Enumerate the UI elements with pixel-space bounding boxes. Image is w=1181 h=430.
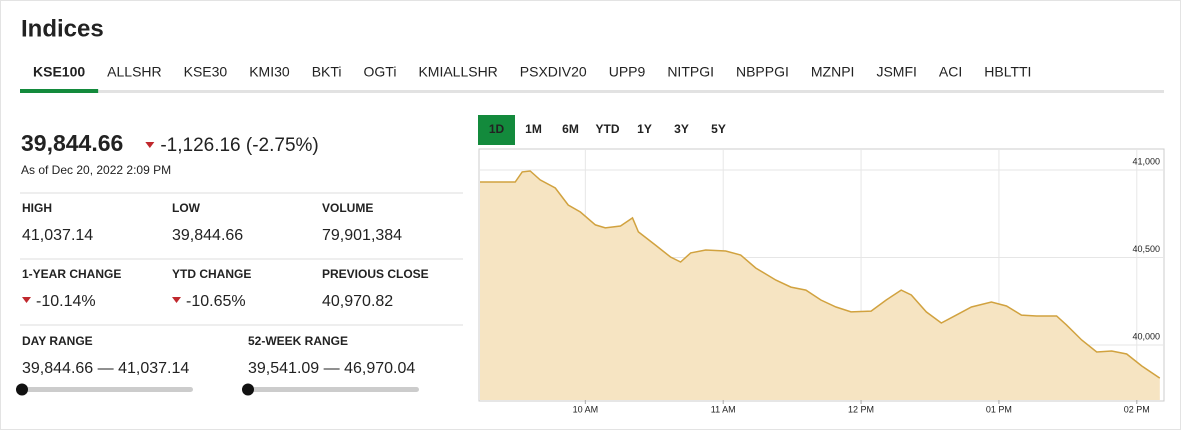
down-arrow [172,297,181,303]
down-arrow [145,142,155,148]
index-tab[interactable]: KSE30 [184,64,228,80]
index-tab[interactable]: ALLSHR [107,64,161,80]
index-tab[interactable]: NITPGI [667,64,714,80]
stat-value: 41,037.14 [22,227,93,244]
stat-value: -10.14% [36,293,96,310]
range-dot [16,383,28,396]
range-track [20,387,193,392]
as-of: As of Dec 20, 2022 2:09 PM [21,163,171,177]
y-tick-label: 41,000 [1132,156,1160,166]
index-tab[interactable]: BKTi [312,64,342,80]
y-tick-label: 40,500 [1132,244,1160,254]
x-tick-label: 12 PM [848,404,874,414]
stat-value: 39,844.66 [172,227,243,244]
index-tab[interactable]: KMI30 [249,64,290,80]
x-tick-label: 11 AM [711,404,736,414]
range-dot [242,383,254,396]
index-tab[interactable]: ACI [939,64,962,80]
range-value: 39,844.66 — 41,037.14 [22,360,189,377]
y-tick-label: 40,000 [1132,331,1160,341]
range-button[interactable]: 1M [525,122,542,136]
range-button[interactable]: 6M [562,122,579,136]
index-tab[interactable]: MZNPI [811,64,855,80]
range-button[interactable]: 5Y [711,122,726,136]
range-button[interactable]: 1D [489,122,505,136]
index-tab[interactable]: JSMFI [876,64,916,80]
index-tab[interactable]: KSE100 [33,64,85,80]
range-button[interactable]: 3Y [674,122,689,136]
x-tick-label: 02 PM [1124,404,1150,414]
x-tick-label: 01 PM [986,404,1012,414]
stat-value: -10.65% [186,293,246,310]
stat-label: VOLUME [322,201,373,215]
page-title: Indices [21,15,104,42]
index-tab[interactable]: KMIALLSHR [418,64,497,80]
stat-label: HIGH [22,201,52,215]
down-arrow [22,297,31,303]
stat-label: PREVIOUS CLOSE [322,267,429,281]
area-fill [480,171,1160,400]
stat-label: YTD CHANGE [172,267,251,281]
index-tab[interactable]: PSXDIV20 [520,64,587,80]
range-label: 52-WEEK RANGE [248,334,348,348]
index-tab[interactable]: UPP9 [609,64,646,80]
range-track [246,387,419,392]
stat-label: 1-YEAR CHANGE [22,267,121,281]
range-label: DAY RANGE [22,334,93,348]
range-value: 39,541.09 — 46,970.04 [248,360,415,377]
price-line [480,170,1161,379]
price-change: -1,126.16 (-2.75%) [160,135,318,156]
x-tick-label: 10 AM [573,404,599,414]
range-button-bg [478,115,515,145]
range-button[interactable]: 1Y [637,122,652,136]
range-button[interactable]: YTD [596,122,620,136]
index-tab[interactable]: HBLTTI [984,64,1031,80]
index-tab[interactable]: OGTi [364,64,397,80]
active-tab-underline [20,89,99,93]
stat-value: 79,901,384 [322,227,402,244]
stat-value: 40,970.82 [322,293,393,310]
tab-rule [20,90,1164,93]
stat-label: LOW [172,201,201,215]
index-tab[interactable]: NBPPGI [736,64,789,80]
price: 39,844.66 [21,130,123,156]
